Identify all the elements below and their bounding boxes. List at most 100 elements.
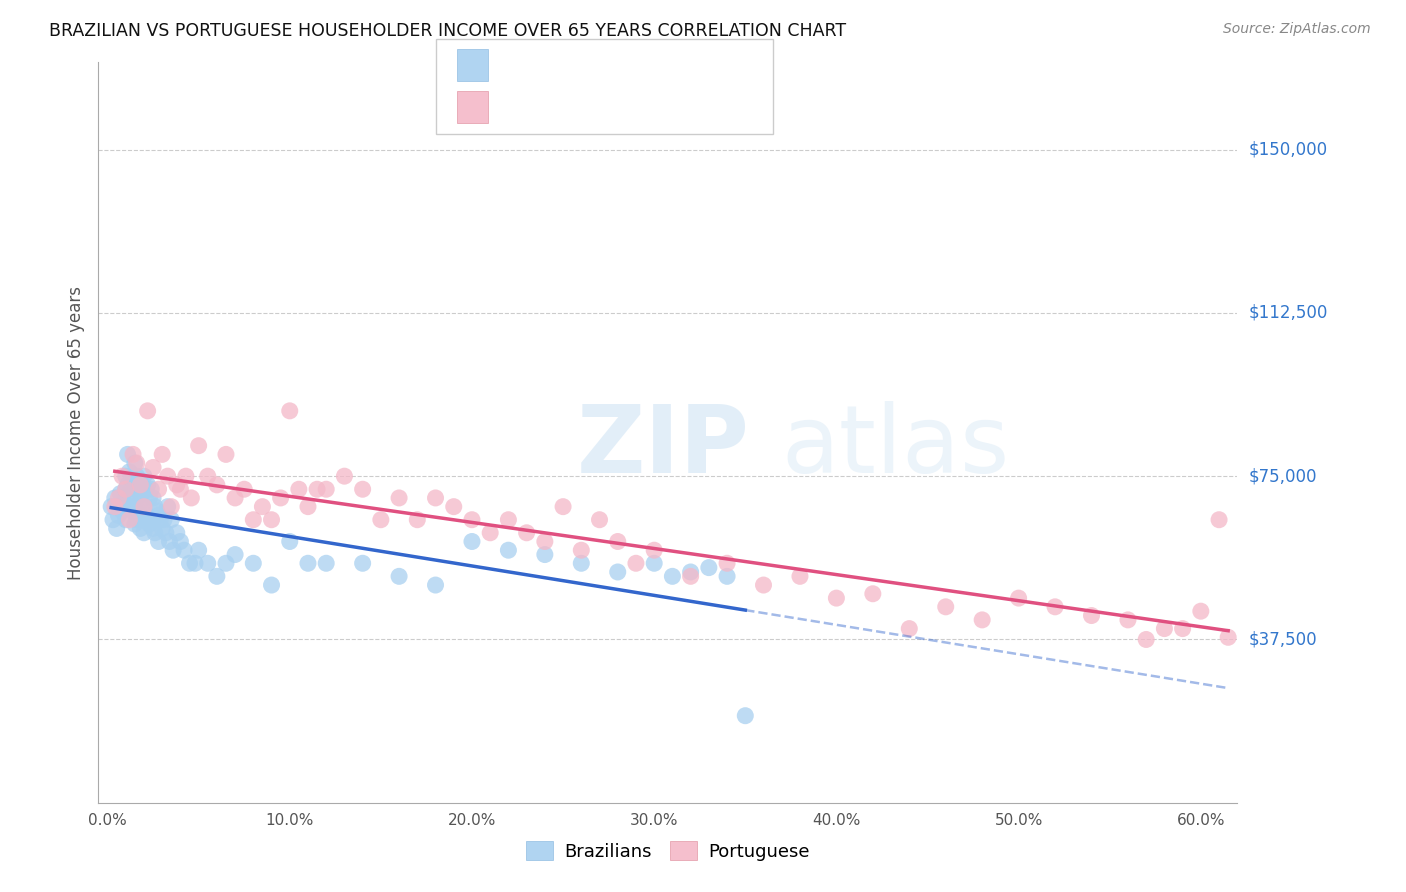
Point xyxy=(388,491,411,505)
Point xyxy=(406,513,429,527)
Point xyxy=(169,534,191,549)
Point xyxy=(107,491,129,505)
Point xyxy=(166,525,188,540)
Point xyxy=(136,404,159,418)
Point xyxy=(307,482,329,496)
Point xyxy=(187,439,209,453)
Point xyxy=(935,599,957,614)
Point xyxy=(136,478,159,492)
Point xyxy=(138,517,160,532)
Point xyxy=(118,465,141,479)
Point xyxy=(132,500,155,514)
Point xyxy=(138,491,160,505)
Point xyxy=(498,543,520,558)
Point xyxy=(534,534,557,549)
Text: 71: 71 xyxy=(665,99,688,114)
Text: N =: N = xyxy=(614,57,665,72)
Point xyxy=(142,491,165,505)
Point xyxy=(118,513,141,527)
Point xyxy=(120,482,142,496)
Point xyxy=(352,482,374,496)
Text: N =: N = xyxy=(614,99,665,114)
Point xyxy=(297,556,319,570)
Text: Source: ZipAtlas.com: Source: ZipAtlas.com xyxy=(1223,22,1371,37)
Point xyxy=(242,556,264,570)
Point xyxy=(118,491,141,505)
Point xyxy=(197,556,219,570)
Point xyxy=(789,569,811,583)
Point xyxy=(297,500,319,514)
Point xyxy=(825,591,848,606)
Point xyxy=(1007,591,1029,606)
Point xyxy=(569,543,592,558)
Point xyxy=(143,500,166,514)
Point xyxy=(224,491,246,505)
Point xyxy=(716,556,738,570)
Point xyxy=(260,578,283,592)
Point xyxy=(174,469,197,483)
Point xyxy=(184,556,207,570)
Point xyxy=(288,482,311,496)
Point xyxy=(135,513,157,527)
Point xyxy=(1189,604,1212,618)
Point xyxy=(173,543,195,558)
Point xyxy=(142,460,165,475)
Point xyxy=(169,482,191,496)
Point xyxy=(215,556,238,570)
Point xyxy=(122,504,145,518)
Point xyxy=(122,447,145,461)
Point xyxy=(1218,630,1240,644)
Point xyxy=(716,569,738,583)
Point xyxy=(125,469,148,483)
Point xyxy=(129,495,152,509)
Point xyxy=(333,469,356,483)
Point xyxy=(370,513,392,527)
Point xyxy=(179,556,201,570)
Point xyxy=(187,543,209,558)
Point xyxy=(862,587,884,601)
Text: 91: 91 xyxy=(665,57,688,72)
Point xyxy=(131,486,153,500)
Point xyxy=(315,556,337,570)
Point xyxy=(135,482,157,496)
Point xyxy=(242,513,264,527)
Point xyxy=(260,513,283,527)
Point xyxy=(111,469,134,483)
Point xyxy=(125,456,148,470)
Point xyxy=(125,513,148,527)
Point xyxy=(1135,632,1157,647)
Point xyxy=(278,404,301,418)
Legend: Brazilians, Portuguese: Brazilians, Portuguese xyxy=(519,833,817,868)
Point xyxy=(479,525,502,540)
Point xyxy=(128,478,150,492)
Text: R =: R = xyxy=(499,57,534,72)
Point xyxy=(972,613,994,627)
Text: $37,500: $37,500 xyxy=(1249,631,1317,648)
Point xyxy=(624,556,647,570)
Point xyxy=(148,508,170,523)
Point xyxy=(110,486,132,500)
Point xyxy=(129,521,152,535)
Point xyxy=(128,504,150,518)
Point xyxy=(114,482,136,496)
Point xyxy=(148,482,170,496)
Point xyxy=(1080,608,1102,623)
Point xyxy=(101,513,124,527)
Point xyxy=(131,513,153,527)
Point xyxy=(898,622,921,636)
Point xyxy=(352,556,374,570)
Point xyxy=(145,504,167,518)
Point xyxy=(1043,599,1066,614)
Text: R =: R = xyxy=(499,99,534,114)
Point xyxy=(1171,622,1194,636)
Point xyxy=(124,456,146,470)
Point xyxy=(752,578,775,592)
Point xyxy=(112,495,135,509)
Point xyxy=(132,500,155,514)
Point xyxy=(588,513,610,527)
Point xyxy=(114,513,136,527)
Point xyxy=(160,500,183,514)
Point xyxy=(643,556,665,570)
Point xyxy=(124,482,146,496)
Point xyxy=(153,513,176,527)
